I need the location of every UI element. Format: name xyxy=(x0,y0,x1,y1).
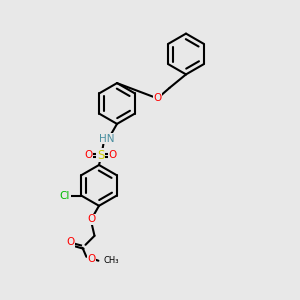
Text: Cl: Cl xyxy=(60,190,70,201)
Text: CH₃: CH₃ xyxy=(104,256,119,265)
Text: S: S xyxy=(97,149,104,162)
Text: O: O xyxy=(108,150,117,161)
Text: O: O xyxy=(87,254,96,264)
Text: HN: HN xyxy=(99,134,114,144)
Text: O: O xyxy=(66,237,75,248)
Text: O: O xyxy=(84,150,93,161)
Text: O: O xyxy=(87,214,96,224)
Text: O: O xyxy=(153,93,162,103)
